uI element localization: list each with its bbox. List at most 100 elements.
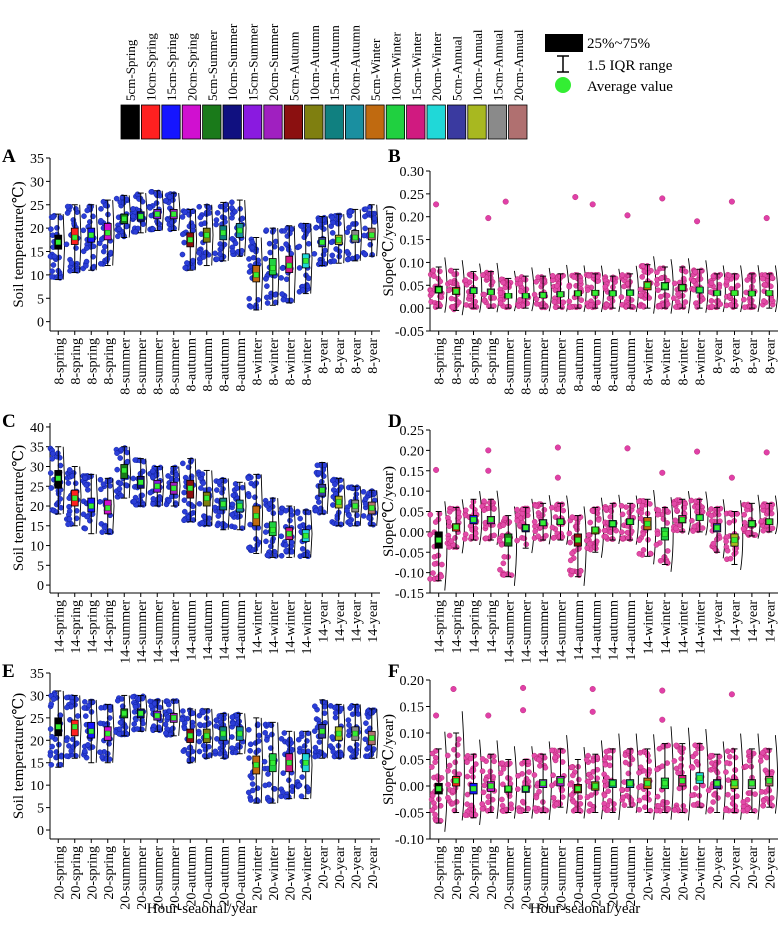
data-point bbox=[480, 789, 487, 796]
data-point bbox=[696, 272, 702, 278]
density-curve bbox=[343, 214, 346, 264]
data-point bbox=[479, 768, 486, 775]
y-tick-label: 0.25 bbox=[400, 188, 425, 203]
y-tick-label: 0.10 bbox=[400, 485, 425, 500]
data-point bbox=[212, 748, 219, 755]
data-point bbox=[637, 286, 644, 293]
box-16 bbox=[706, 265, 726, 313]
box-12 bbox=[637, 256, 657, 314]
data-point bbox=[140, 221, 147, 227]
data-point bbox=[446, 508, 453, 515]
x-tick-label: 14-winter bbox=[283, 600, 298, 655]
data-point bbox=[656, 745, 663, 752]
x-tick-label: 14-autumn bbox=[184, 600, 199, 661]
data-point bbox=[249, 775, 255, 781]
data-point bbox=[601, 792, 608, 799]
data-point bbox=[83, 482, 90, 488]
box-9 bbox=[195, 707, 214, 760]
data-point bbox=[328, 239, 335, 246]
data-point bbox=[549, 504, 555, 511]
y-tick-label: 5 bbox=[37, 802, 44, 817]
mean-marker bbox=[644, 780, 651, 787]
mean-marker bbox=[505, 785, 512, 792]
y-tick-label: 0.15 bbox=[400, 465, 425, 480]
box-15 bbox=[294, 508, 313, 560]
mean-marker bbox=[592, 290, 599, 296]
outlier-point bbox=[572, 194, 579, 201]
y-tick-label: 0 bbox=[37, 824, 44, 839]
data-point bbox=[49, 268, 55, 274]
data-point bbox=[533, 278, 540, 285]
density-curve bbox=[293, 731, 296, 799]
density-curve bbox=[79, 466, 82, 526]
box-8 bbox=[179, 707, 197, 764]
legend-swatch bbox=[406, 104, 426, 140]
data-point bbox=[497, 566, 503, 573]
data-point bbox=[50, 696, 57, 702]
data-point bbox=[247, 747, 253, 754]
data-point bbox=[689, 792, 695, 799]
data-point bbox=[759, 749, 766, 756]
legend-label: 20cm-Autumn bbox=[348, 25, 363, 101]
data-point bbox=[221, 241, 228, 248]
x-tick-label: 20-winter bbox=[300, 846, 315, 901]
data-point bbox=[584, 794, 591, 800]
mean-marker bbox=[72, 234, 78, 241]
box-12 bbox=[245, 473, 263, 554]
data-point bbox=[232, 240, 239, 247]
data-point bbox=[568, 792, 575, 798]
mean-marker bbox=[154, 712, 160, 719]
data-point bbox=[586, 272, 592, 279]
data-point bbox=[263, 294, 270, 301]
data-point bbox=[106, 740, 112, 747]
data-point bbox=[569, 764, 575, 771]
mean-marker bbox=[105, 230, 111, 236]
data-point bbox=[569, 550, 575, 557]
data-point bbox=[212, 250, 218, 257]
box-7 bbox=[163, 464, 181, 508]
data-point bbox=[517, 297, 523, 303]
mean-marker bbox=[352, 503, 358, 509]
mean-marker bbox=[662, 780, 668, 787]
density-curve bbox=[705, 260, 709, 313]
data-point bbox=[427, 576, 433, 582]
density-curve bbox=[618, 733, 622, 821]
legend-key: 25%~75% 1.5 IQR range Average value bbox=[545, 34, 673, 95]
data-point bbox=[68, 260, 75, 266]
data-point bbox=[346, 224, 352, 231]
data-point bbox=[467, 755, 474, 762]
data-point bbox=[708, 298, 715, 304]
mean-marker bbox=[592, 527, 599, 533]
x-tick-label: 8-year bbox=[746, 338, 761, 374]
x-tick-label: 20-summer bbox=[502, 846, 517, 910]
data-point bbox=[272, 291, 279, 298]
mean-marker bbox=[270, 265, 276, 271]
box-11 bbox=[228, 481, 247, 531]
data-point bbox=[289, 548, 295, 555]
y-axis-title: Soil temperature(℃) bbox=[11, 181, 27, 307]
data-point bbox=[312, 744, 319, 751]
data-point bbox=[311, 251, 318, 257]
data-point bbox=[692, 785, 699, 791]
data-point bbox=[671, 280, 678, 287]
mean-marker bbox=[714, 780, 720, 787]
x-tick-label: 14-spring bbox=[485, 600, 500, 654]
mean-marker bbox=[336, 730, 342, 737]
box-0 bbox=[47, 690, 65, 768]
mean-marker bbox=[609, 290, 616, 297]
data-point bbox=[589, 508, 596, 514]
data-point bbox=[486, 303, 492, 310]
data-point bbox=[246, 256, 252, 262]
data-point bbox=[366, 515, 372, 521]
data-point bbox=[206, 486, 212, 493]
data-point bbox=[63, 737, 70, 744]
data-point bbox=[462, 507, 469, 514]
mean-marker bbox=[121, 216, 127, 222]
mean-marker bbox=[627, 290, 633, 296]
box-7 bbox=[162, 698, 181, 738]
data-point bbox=[485, 799, 491, 806]
box-6 bbox=[146, 189, 164, 233]
data-point bbox=[749, 304, 756, 310]
data-point bbox=[163, 730, 169, 736]
outlier-point bbox=[554, 474, 561, 481]
